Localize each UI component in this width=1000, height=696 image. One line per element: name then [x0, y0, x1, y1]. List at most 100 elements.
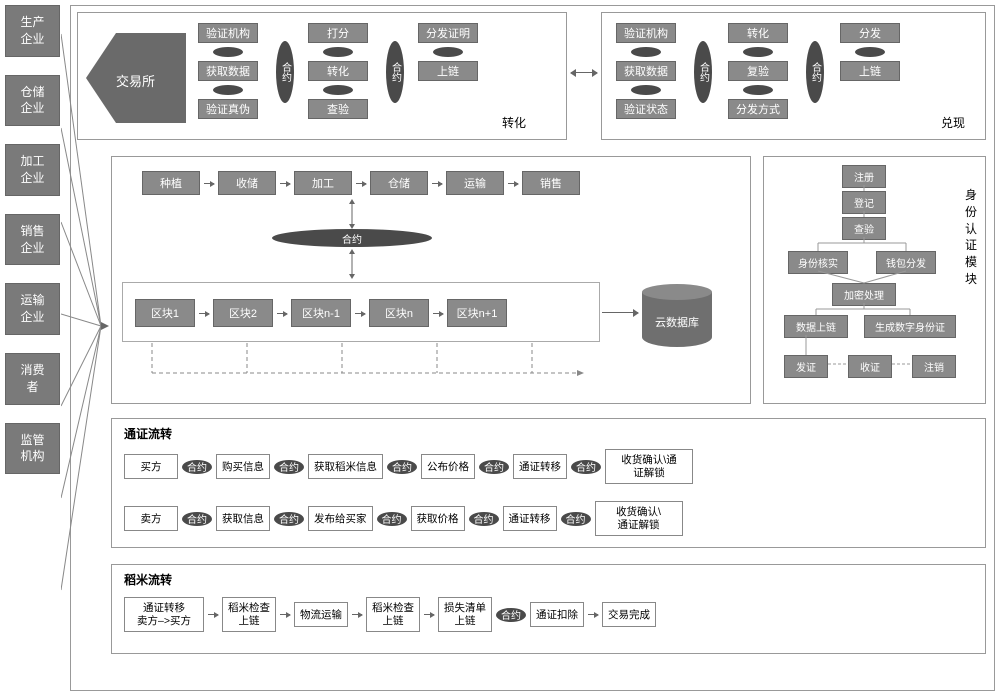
id-node: 生成数字身份证 [864, 315, 956, 338]
node: 获取数据 [198, 61, 258, 81]
sidebar-item: 生产企业 [5, 5, 60, 57]
flow-node: 通证扣除 [530, 602, 584, 627]
flow-node: 稻米检查上链 [222, 597, 276, 632]
id-node: 登记 [842, 191, 886, 214]
exchange-label: 交易所 [116, 71, 155, 90]
contract-ellipse [631, 47, 661, 57]
contract-ellipse [743, 85, 773, 95]
panel-cash: 验证机构 获取数据 验证状态 合约 转化 复验 分发方式 合约 分发 上链 兑现 [601, 12, 986, 140]
id-node: 注销 [912, 355, 956, 378]
v-bi-arrow [347, 249, 357, 279]
contract-ellipse: 合约 [571, 460, 601, 474]
contract-ellipse: 合约 [182, 460, 212, 474]
panel-label: 转化 [502, 114, 526, 131]
block: 区块2 [213, 299, 273, 327]
cloud-db: 云数据库 [642, 292, 712, 347]
rice-flow-title: 稻米流转 [124, 571, 172, 588]
flow-node: 收货确认\通证解锁 [595, 501, 683, 536]
main-canvas: 交易所 验证机构 获取数据 验证真伪 合约 打分 转化 查验 合约 分发证明 上… [70, 5, 995, 691]
contract-ellipse-big: 合约 [272, 229, 432, 247]
flow-node: 获取信息 [216, 506, 270, 531]
seller-row: 卖方 合约 获取信息 合约 发布给买家 合约 获取价格 合约 通证转移 合约 收… [124, 501, 683, 536]
left-sidebar: 生产企业 仓储企业 加工企业 销售企业 运输企业 消费者 监管机构 [5, 5, 60, 474]
bi-arrow [571, 72, 597, 73]
flow-node: 损失清单上链 [438, 597, 492, 632]
contract-ellipse-v: 合约 [386, 41, 404, 103]
contract-ellipse-v: 合约 [694, 41, 712, 103]
dashed-return [122, 343, 600, 393]
contract-ellipse [743, 47, 773, 57]
blocks-panel: 区块1 区块2 区块n-1 区块n 区块n+1 [122, 282, 600, 342]
contract-ellipse: 合约 [182, 512, 212, 526]
blocks-row: 区块1 区块2 区块n-1 区块n 区块n+1 [135, 299, 507, 327]
sidebar-item: 销售企业 [5, 214, 60, 266]
id-node: 钱包分发 [876, 251, 936, 274]
contract-ellipse: 合约 [387, 460, 417, 474]
sc-node: 销售 [522, 171, 580, 195]
node: 验证状态 [616, 99, 676, 119]
node: 复验 [728, 61, 788, 81]
flow-node: 物流运输 [294, 602, 348, 627]
sidebar-item: 加工企业 [5, 144, 60, 196]
identity-title: 身份认证模块 [965, 187, 979, 288]
node: 获取数据 [616, 61, 676, 81]
id-node: 身份核实 [788, 251, 848, 274]
exchange-shape: 交易所 [86, 33, 186, 123]
node: 转化 [308, 61, 368, 81]
flow-node: 买方 [124, 454, 178, 479]
token-flow-title: 通证流转 [124, 425, 172, 442]
sidebar-item: 仓储企业 [5, 75, 60, 127]
cloud-db-label: 云数据库 [642, 314, 712, 330]
contract-ellipse [213, 85, 243, 95]
contract-ellipse [323, 85, 353, 95]
contract-ellipse [433, 47, 463, 57]
sc-node: 运输 [446, 171, 504, 195]
flow-node: 收货确认\通证解锁 [605, 449, 693, 484]
node: 转化 [728, 23, 788, 43]
node: 查验 [308, 99, 368, 119]
id-node: 查验 [842, 217, 886, 240]
sc-node: 收储 [218, 171, 276, 195]
supply-chain-row: 种植 收储 加工 仓储 运输 销售 [142, 171, 580, 195]
panel-label: 兑现 [941, 114, 965, 131]
node: 上链 [840, 61, 900, 81]
contract-ellipse [213, 47, 243, 57]
node: 验证机构 [198, 23, 258, 43]
flow-node: 通证转移卖方–>买方 [124, 597, 204, 632]
contract-ellipse: 合约 [469, 512, 499, 526]
id-node: 加密处理 [832, 283, 896, 306]
sc-node: 种植 [142, 171, 200, 195]
flow-node: 卖方 [124, 506, 178, 531]
flow-node: 通证转移 [503, 506, 557, 531]
contract-ellipse: 合约 [377, 512, 407, 526]
panel-identity: 身份认证模块 注册 登记 查验 身份核实 钱包分发 加密处理 数据上链 生成数字… [763, 156, 986, 404]
flow-node: 公布价格 [421, 454, 475, 479]
panel-rice-flow: 稻米流转 通证转移卖方–>买方 稻米检查上链 物流运输 稻米检查上链 损失清单上… [111, 564, 986, 654]
block: 区块n-1 [291, 299, 351, 327]
contract-ellipse: 合约 [274, 460, 304, 474]
contract-ellipse [323, 47, 353, 57]
contract-ellipse [631, 85, 661, 95]
sc-node: 加工 [294, 171, 352, 195]
contract-ellipse [855, 47, 885, 57]
rice-row: 通证转移卖方–>买方 稻米检查上链 物流运输 稻米检查上链 损失清单上链 合约 … [124, 597, 656, 632]
panel-chain: 种植 收储 加工 仓储 运输 销售 合约 区块1 区块2 区块n-1 区块n [111, 156, 751, 404]
v-bi-arrow [347, 199, 357, 229]
node: 分发方式 [728, 99, 788, 119]
block: 区块n [369, 299, 429, 327]
node: 验证真伪 [198, 99, 258, 119]
contract-ellipse: 合约 [479, 460, 509, 474]
buyer-row: 买方 合约 购买信息 合约 获取稻米信息 合约 公布价格 合约 通证转移 合约 … [124, 449, 693, 484]
id-node: 数据上链 [784, 315, 848, 338]
sidebar-item: 消费者 [5, 353, 60, 405]
flow-node: 发布给买家 [308, 506, 373, 531]
node: 上链 [418, 61, 478, 81]
id-node: 发证 [784, 355, 828, 378]
node: 分发 [840, 23, 900, 43]
panel-transform: 交易所 验证机构 获取数据 验证真伪 合约 打分 转化 查验 合约 分发证明 上… [77, 12, 567, 140]
arrow [602, 312, 638, 313]
sidebar-item: 监管机构 [5, 423, 60, 475]
flow-node: 获取价格 [411, 506, 465, 531]
id-node: 收证 [848, 355, 892, 378]
block: 区块n+1 [447, 299, 507, 327]
